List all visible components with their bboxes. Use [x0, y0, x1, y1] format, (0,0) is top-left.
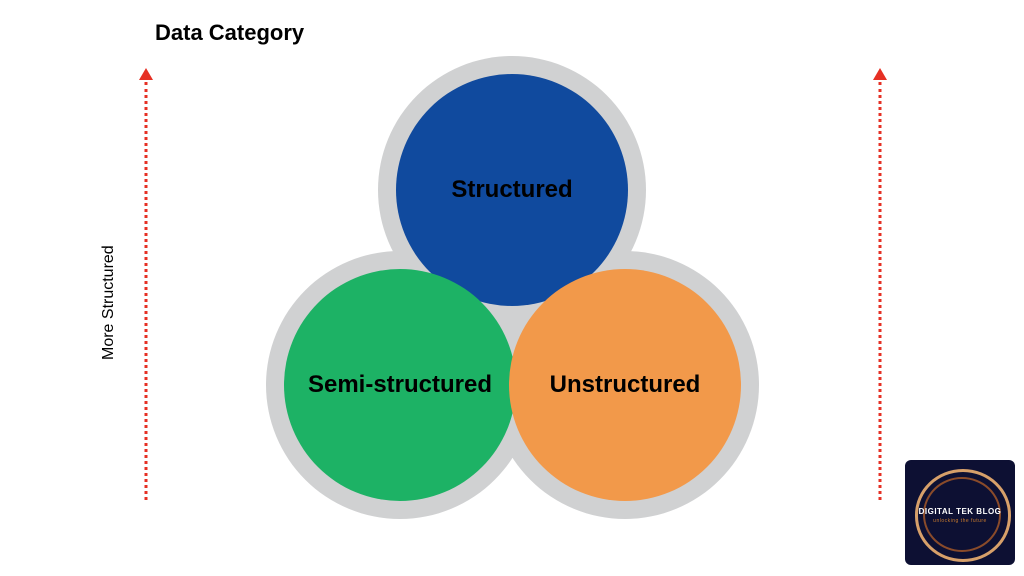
- logo-text: DIGITAL TEK BLOG unlocking the future: [919, 501, 1002, 524]
- logo-subtitle: unlocking the future: [919, 519, 1002, 525]
- arrow-line: [145, 82, 148, 500]
- diagram-stage: Data Category More Structured Structured…: [0, 0, 1024, 576]
- arrow-line: [879, 82, 882, 500]
- arrow-head-icon: [873, 68, 887, 80]
- venn-label: Semi-structured: [308, 371, 492, 399]
- venn-circle-unstructured: Unstructured: [509, 269, 741, 501]
- page-title: Data Category: [155, 20, 304, 46]
- venn-label: Structured: [451, 176, 572, 204]
- venn-label: Unstructured: [550, 371, 701, 399]
- venn-circle-structured: Structured: [396, 74, 628, 306]
- brand-logo: DIGITAL TEK BLOG unlocking the future: [905, 460, 1015, 565]
- arrow-head-icon: [139, 68, 153, 80]
- venn-circle-semi-structured: Semi-structured: [284, 269, 516, 501]
- axis-label-more-structured: More Structured: [100, 245, 118, 360]
- arrow-left: [136, 70, 156, 500]
- arrow-right: [870, 70, 890, 500]
- logo-title: DIGITAL TEK BLOG: [919, 507, 1002, 516]
